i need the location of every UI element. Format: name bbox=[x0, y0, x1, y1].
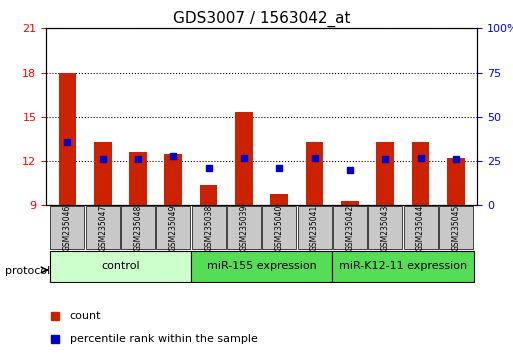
FancyBboxPatch shape bbox=[333, 206, 367, 249]
Text: miR-K12-11 expression: miR-K12-11 expression bbox=[339, 261, 467, 272]
Text: control: control bbox=[101, 261, 140, 272]
Text: GSM235043: GSM235043 bbox=[381, 204, 390, 251]
FancyBboxPatch shape bbox=[298, 206, 331, 249]
Bar bbox=[235, 113, 253, 205]
Text: GSM235041: GSM235041 bbox=[310, 204, 319, 251]
FancyBboxPatch shape bbox=[50, 206, 84, 249]
Text: GSM235048: GSM235048 bbox=[133, 204, 143, 251]
FancyBboxPatch shape bbox=[439, 206, 473, 249]
Bar bbox=[412, 142, 429, 205]
Bar bbox=[377, 142, 394, 205]
FancyBboxPatch shape bbox=[191, 251, 332, 281]
Text: miR-155 expression: miR-155 expression bbox=[207, 261, 317, 272]
Text: GSM235047: GSM235047 bbox=[98, 204, 107, 251]
Bar bbox=[94, 142, 111, 205]
FancyBboxPatch shape bbox=[227, 206, 261, 249]
Bar bbox=[341, 201, 359, 205]
Text: GSM235039: GSM235039 bbox=[240, 204, 248, 251]
FancyBboxPatch shape bbox=[262, 206, 296, 249]
FancyBboxPatch shape bbox=[86, 206, 120, 249]
Text: percentile rank within the sample: percentile rank within the sample bbox=[70, 334, 258, 344]
Bar bbox=[447, 158, 465, 205]
FancyBboxPatch shape bbox=[404, 206, 438, 249]
Text: GSM235044: GSM235044 bbox=[416, 204, 425, 251]
Bar bbox=[200, 185, 218, 205]
Bar bbox=[129, 152, 147, 205]
FancyBboxPatch shape bbox=[156, 206, 190, 249]
FancyBboxPatch shape bbox=[192, 206, 226, 249]
Text: GSM235040: GSM235040 bbox=[275, 204, 284, 251]
FancyBboxPatch shape bbox=[368, 206, 402, 249]
Bar bbox=[306, 142, 323, 205]
FancyBboxPatch shape bbox=[50, 251, 191, 281]
Text: GSM235038: GSM235038 bbox=[204, 204, 213, 251]
Text: GSM235042: GSM235042 bbox=[345, 204, 354, 251]
Bar bbox=[165, 154, 182, 205]
Text: protocol: protocol bbox=[5, 266, 50, 276]
Title: GDS3007 / 1563042_at: GDS3007 / 1563042_at bbox=[173, 11, 350, 27]
Text: GSM235045: GSM235045 bbox=[451, 204, 460, 251]
FancyBboxPatch shape bbox=[332, 251, 473, 281]
Text: count: count bbox=[70, 311, 102, 321]
Text: GSM235049: GSM235049 bbox=[169, 204, 178, 251]
FancyBboxPatch shape bbox=[121, 206, 155, 249]
Text: GSM235046: GSM235046 bbox=[63, 204, 72, 251]
Bar bbox=[58, 73, 76, 205]
Bar bbox=[270, 194, 288, 205]
